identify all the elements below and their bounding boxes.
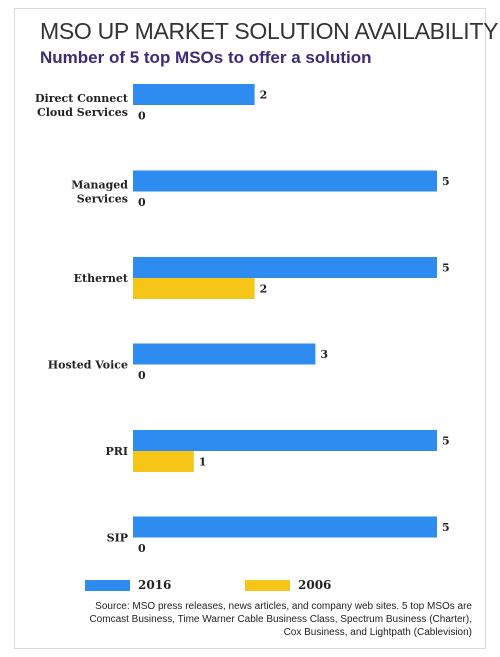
legend-item-2016: 2016 [85, 578, 171, 592]
legend-label-2006: 2006 [298, 578, 332, 592]
bar-2006 [133, 451, 194, 472]
data-label-2016: 5 [442, 175, 450, 188]
category-label: Ethernet [74, 272, 129, 285]
data-label-2016: 3 [320, 348, 328, 361]
bar-2016 [133, 430, 437, 451]
bar-2016 [133, 257, 437, 278]
data-label-2006: 0 [138, 196, 146, 209]
category-label: Direct Connect [35, 92, 129, 105]
data-label-2016: 5 [442, 435, 450, 448]
legend-label-2016: 2016 [138, 578, 172, 592]
chart-frame [14, 8, 486, 649]
legend-item-2006: 2006 [245, 578, 331, 592]
legend: 2016 2006 [85, 578, 465, 594]
chart-title: MSO UP MARKET SOLUTION AVAILABILITY [40, 18, 499, 44]
data-label-2006: 2 [260, 283, 268, 296]
bar-2016 [133, 343, 316, 365]
source-line-3: Cox Business, and Lightpath (Cablevision… [283, 627, 472, 638]
legend-swatch-2006 [245, 579, 290, 591]
category-label: SIP [107, 532, 128, 545]
data-label-2016: 2 [260, 89, 268, 102]
data-label-2016: 5 [442, 521, 450, 534]
category-label: Cloud Services [37, 106, 128, 119]
source-note: Source: MSO press releases, news article… [30, 600, 472, 639]
data-label-2006: 0 [138, 369, 146, 382]
data-label-2016: 5 [442, 262, 450, 275]
bar-2016 [133, 516, 437, 538]
source-line-1: Source: MSO press releases, news article… [95, 601, 472, 612]
category-label: Services [77, 193, 128, 206]
source-line-2: Comcast Business, Time Warner Cable Busi… [89, 614, 472, 625]
chart-subtitle: Number of 5 top MSOs to offer a solution [40, 48, 372, 67]
data-label-2006: 0 [138, 110, 146, 123]
category-label: Hosted Voice [48, 359, 128, 372]
data-label-2006: 1 [199, 456, 207, 469]
category-label: Managed [71, 179, 128, 192]
bar-2016 [133, 170, 437, 192]
data-label-2006: 0 [138, 542, 146, 555]
category-label: PRI [105, 445, 128, 458]
bar-2016 [133, 84, 255, 105]
bar-2006 [133, 278, 255, 299]
legend-swatch-2016 [85, 579, 130, 591]
